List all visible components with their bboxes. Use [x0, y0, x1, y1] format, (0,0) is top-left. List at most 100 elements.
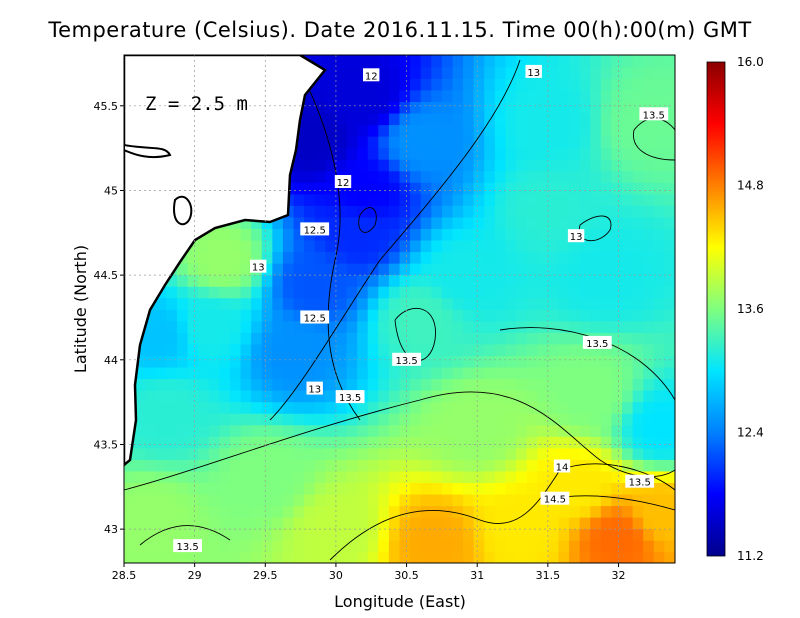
- field-cell: [388, 424, 401, 437]
- field-cell: [155, 424, 168, 437]
- field-cell: [600, 424, 613, 437]
- field-cell: [505, 193, 517, 206]
- field-cell: [166, 401, 178, 414]
- field-cell: [643, 170, 655, 183]
- field-cell: [378, 285, 390, 299]
- field-cell: [569, 343, 581, 356]
- field-cell: [388, 228, 401, 241]
- field-cell: [346, 216, 358, 229]
- field-cell: [653, 401, 666, 414]
- field-cell: [304, 147, 316, 160]
- field-cell: [600, 355, 613, 368]
- field-cell: [134, 401, 146, 414]
- field-cell: [399, 147, 411, 160]
- field-cell: [187, 251, 199, 264]
- field-cell: [176, 459, 189, 472]
- field-cell: [579, 343, 592, 356]
- field-cell: [463, 274, 475, 287]
- field-cell: [526, 262, 539, 276]
- field-cell: [537, 528, 549, 541]
- field-cell: [155, 309, 168, 322]
- field-cell: [600, 89, 613, 102]
- field-cell: [304, 412, 316, 426]
- field-cell: [388, 516, 401, 530]
- field-cell: [537, 297, 549, 310]
- field-cell: [558, 470, 570, 483]
- field-cell: [516, 274, 528, 287]
- field-cell: [229, 285, 242, 299]
- field-cell: [579, 366, 592, 380]
- field-cell: [473, 205, 486, 218]
- field-cell: [611, 135, 623, 149]
- field-cell: [622, 274, 634, 287]
- field-cell: [632, 112, 645, 126]
- field-cell: [431, 539, 443, 553]
- field-cell: [494, 182, 507, 195]
- field-cell: [378, 193, 390, 206]
- field-cell: [643, 66, 655, 79]
- field-cell: [653, 551, 666, 563]
- field-cell: [388, 124, 401, 137]
- field-cell: [600, 493, 613, 507]
- field-cell: [357, 124, 369, 137]
- field-cell: [526, 412, 539, 426]
- x-tick-label: 32: [611, 569, 625, 582]
- field-cell: [367, 459, 380, 472]
- field-cell: [335, 274, 348, 287]
- field-cell: [176, 274, 189, 287]
- field-cell: [357, 285, 369, 299]
- field-cell: [261, 239, 274, 253]
- field-cell: [452, 470, 464, 483]
- y-tick-label: 45.5: [94, 100, 119, 113]
- field-cell: [304, 101, 316, 114]
- field-cell: [335, 355, 348, 368]
- field-cell: [622, 482, 634, 495]
- field-cell: [569, 285, 581, 299]
- field-cell: [293, 274, 305, 287]
- field-cell: [569, 158, 581, 172]
- field-cell: [526, 516, 539, 530]
- field-cell: [261, 297, 274, 310]
- field-cell: [325, 170, 337, 183]
- field-cell: [653, 539, 666, 553]
- field-cell: [558, 389, 570, 403]
- field-cell: [653, 205, 666, 218]
- field-cell: [304, 193, 316, 206]
- field-cell: [378, 378, 390, 391]
- field-cell: [304, 470, 316, 483]
- y-tick-label: 44: [104, 354, 118, 367]
- field-cell: [145, 539, 157, 553]
- field-cell: [653, 216, 666, 229]
- field-cell: [304, 112, 316, 126]
- field-cell: [410, 239, 422, 253]
- field-cell: [516, 297, 528, 310]
- field-cell: [463, 482, 475, 495]
- field-cell: [314, 158, 327, 172]
- field-cell: [208, 320, 221, 333]
- field-cell: [505, 528, 517, 541]
- field-cell: [325, 297, 337, 310]
- field-cell: [219, 285, 231, 299]
- field-cell: [505, 158, 517, 172]
- field-cell: [526, 424, 539, 437]
- field-cell: [622, 55, 634, 68]
- field-cell: [378, 182, 390, 195]
- field-cell: [410, 389, 422, 403]
- y-tick-label: 44.5: [94, 269, 119, 282]
- field-cell: [187, 436, 199, 449]
- field-cell: [251, 320, 263, 333]
- field-cell: [579, 78, 592, 91]
- field-cell: [463, 228, 475, 241]
- field-cell: [357, 505, 369, 518]
- field-cell: [622, 309, 634, 322]
- field-cell: [473, 332, 486, 345]
- field-cell: [643, 297, 655, 310]
- field-cell: [516, 412, 528, 426]
- field-cell: [208, 412, 221, 426]
- field-cell: [653, 135, 666, 149]
- field-cell: [452, 320, 464, 333]
- field-cell: [420, 366, 433, 380]
- field-cell: [208, 239, 221, 253]
- field-cell: [378, 216, 390, 229]
- field-cell: [293, 459, 305, 472]
